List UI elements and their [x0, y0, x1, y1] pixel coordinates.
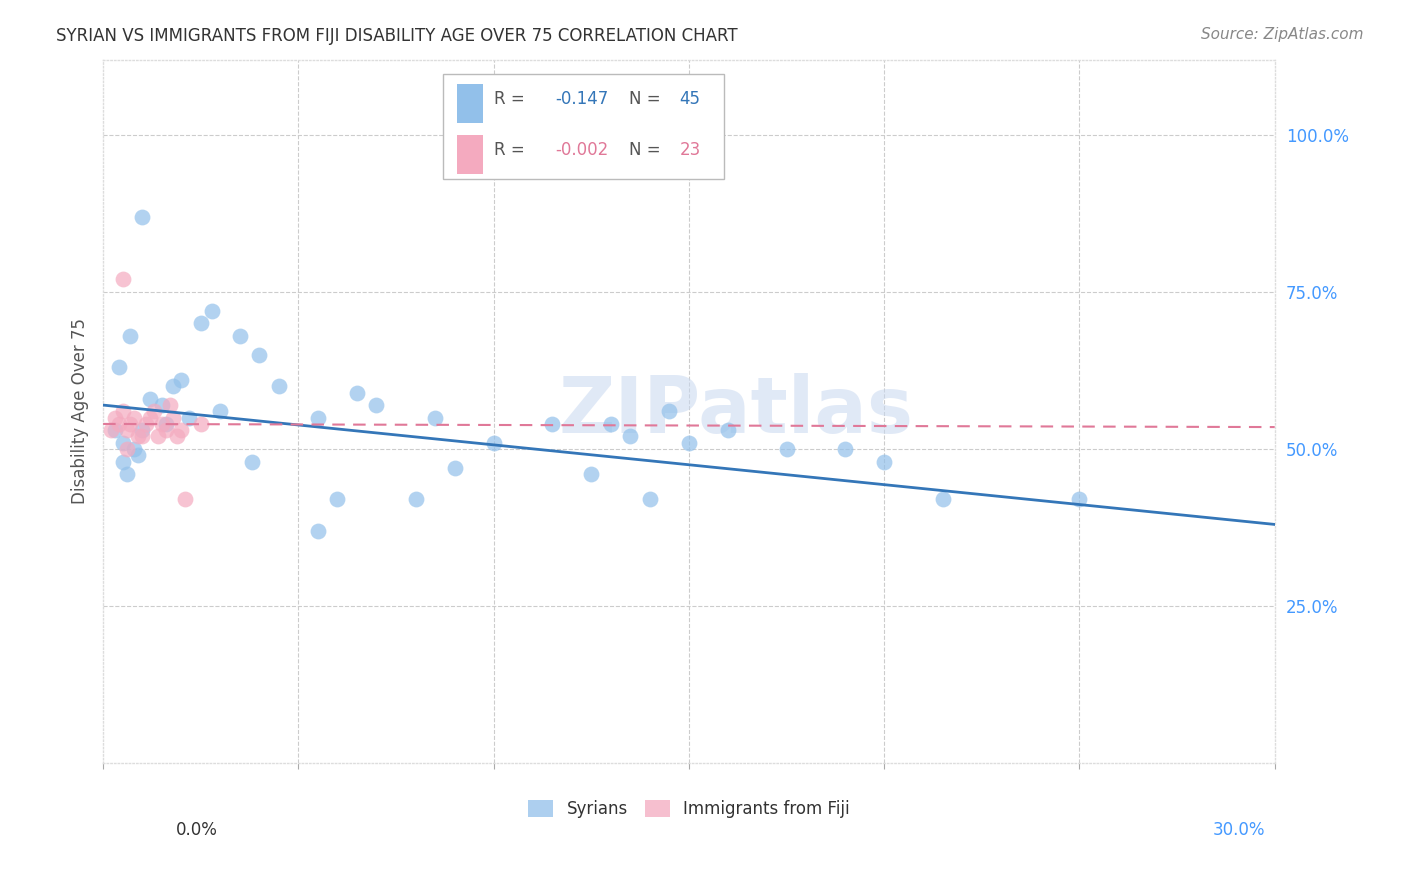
FancyBboxPatch shape [457, 135, 482, 174]
FancyBboxPatch shape [457, 84, 482, 123]
Point [346, 385, 368, 400]
Text: N =: N = [628, 90, 666, 108]
Point [127, 429, 149, 443]
Point [307, 524, 329, 538]
Point [120, 417, 142, 431]
Point [124, 410, 146, 425]
Point [247, 348, 270, 362]
Point [599, 417, 621, 431]
Point [177, 410, 200, 425]
Point [229, 329, 252, 343]
Point [873, 455, 896, 469]
Point [111, 404, 134, 418]
Point [326, 492, 349, 507]
Point [104, 410, 127, 425]
Point [541, 417, 564, 431]
Text: 45: 45 [679, 90, 700, 108]
Point [120, 329, 142, 343]
Point [638, 492, 661, 507]
Y-axis label: Disability Age Over 75: Disability Age Over 75 [72, 318, 89, 504]
Text: SYRIAN VS IMMIGRANTS FROM FIJI DISABILITY AGE OVER 75 CORRELATION CHART: SYRIAN VS IMMIGRANTS FROM FIJI DISABILIT… [56, 27, 738, 45]
Point [366, 398, 388, 412]
Point [127, 448, 149, 462]
Point [405, 492, 427, 507]
Point [932, 492, 955, 507]
Point [131, 429, 153, 443]
Point [124, 442, 146, 456]
Point [142, 404, 165, 418]
Point [155, 423, 177, 437]
Point [482, 435, 505, 450]
Point [1069, 492, 1091, 507]
Point [107, 417, 129, 431]
Legend: Syrians, Immigrants from Fiji: Syrians, Immigrants from Fiji [522, 794, 856, 825]
Point [423, 410, 446, 425]
Point [240, 455, 263, 469]
Text: 23: 23 [679, 141, 700, 159]
Point [170, 373, 193, 387]
Point [201, 303, 224, 318]
Point [100, 423, 122, 437]
Point [150, 398, 173, 412]
Point [104, 423, 127, 437]
Point [139, 410, 162, 425]
Point [150, 417, 173, 431]
Point [678, 435, 700, 450]
Point [131, 210, 153, 224]
Text: -0.147: -0.147 [555, 90, 609, 108]
Point [162, 379, 184, 393]
Point [190, 417, 212, 431]
Point [111, 272, 134, 286]
Point [111, 435, 134, 450]
Point [162, 410, 184, 425]
Point [658, 404, 681, 418]
Point [775, 442, 797, 456]
Point [619, 429, 641, 443]
Point [443, 461, 465, 475]
Point [135, 417, 157, 431]
Point [107, 360, 129, 375]
Point [717, 423, 740, 437]
Text: 0.0%: 0.0% [176, 821, 218, 838]
FancyBboxPatch shape [443, 74, 724, 179]
Point [190, 317, 212, 331]
Point [115, 467, 138, 482]
Point [146, 429, 169, 443]
Point [174, 492, 197, 507]
Point [267, 379, 290, 393]
Point [115, 423, 138, 437]
Point [131, 423, 153, 437]
Point [834, 442, 856, 456]
Point [159, 398, 181, 412]
Text: N =: N = [628, 141, 666, 159]
Point [307, 410, 329, 425]
Text: R =: R = [495, 141, 530, 159]
Point [166, 429, 188, 443]
Text: ZIPatlas: ZIPatlas [558, 374, 914, 450]
Point [155, 417, 177, 431]
Text: -0.002: -0.002 [555, 141, 609, 159]
Point [111, 455, 134, 469]
Point [139, 392, 162, 406]
Text: R =: R = [495, 90, 530, 108]
Point [170, 423, 193, 437]
Point [209, 404, 232, 418]
Point [581, 467, 603, 482]
Point [115, 442, 138, 456]
Text: 30.0%: 30.0% [1213, 821, 1265, 838]
Text: Source: ZipAtlas.com: Source: ZipAtlas.com [1201, 27, 1364, 42]
